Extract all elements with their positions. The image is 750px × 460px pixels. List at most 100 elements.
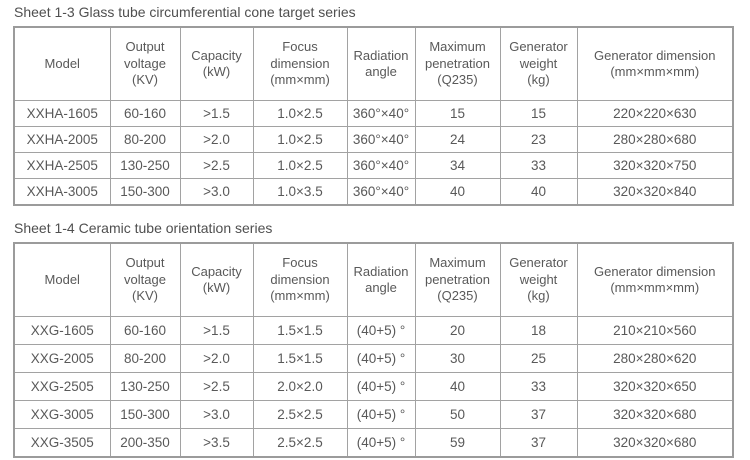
header-line: Radiation [353,263,409,279]
header-row: Model Output voltage (KV) Capacity (kW) Focus d… [13,26,734,101]
sheet-1-3-title: Sheet 1-3 Glass tube circumferential con… [14,4,356,20]
table-cell: 280×280×620 [576,344,734,373]
header-line: dimension [270,55,330,71]
table-row: XXHA-1605 60-160 >1.5 1.0×2.5 360°×40° 15 15 22… [13,100,734,127]
table-cell: (40+5) ° [346,372,416,401]
table-cell: 360°×40° [346,126,416,153]
table-cell: 130-250 [109,152,181,179]
table-cell: 2.5×2.5 [252,400,348,429]
table-cell: 40 [499,178,578,206]
table-cell: 18 [499,316,578,345]
sheet-1-4-table: Model Output voltage (KV) Capacity (kW) Focus d… [13,242,734,458]
table-row: XXHA-3005 150-300 >3.0 1.0×3.5 360°×40° 40 40 3… [13,178,734,206]
table-cell: 280×280×680 [576,126,734,153]
header-line: Output [125,39,165,55]
table-cell: 23 [499,126,578,153]
model-cell: XXG-3005 [13,400,111,429]
table-cell: 40 [414,178,501,206]
header-line: (kg) [527,72,550,88]
header-cell: Focus dimension (mm×mm) [252,242,348,317]
table-cell: >1.5 [179,316,254,345]
header-line: (KV) [132,288,158,304]
model-cell: XXHA-1605 [13,100,111,127]
table-cell: >2.5 [179,372,254,401]
table-cell: 80-200 [109,344,181,373]
header-line: (mm×mm×mm) [610,280,700,295]
table-cell: 80-200 [109,126,181,153]
header-line: Radiation [353,47,409,63]
table-cell: >2.5 [179,152,254,179]
header-cell: Model [13,242,111,317]
table-cell: 33 [499,372,578,401]
table-cell: 15 [414,100,501,127]
table-cell: 360°×40° [346,178,416,206]
table-cell: 360°×40° [346,100,416,127]
table-cell: >2.0 [179,126,254,153]
header-cell: Output voltage (KV) [109,26,181,101]
table-cell: >2.0 [179,344,254,373]
header-line: Maximum [429,255,486,271]
table-row: XXG-2505 130-250 >2.5 2.0×2.0 (40+5) ° 40 33 32… [13,372,734,401]
table-cell: 37 [499,428,578,458]
header-line: (Q235) [437,72,478,88]
table-cell: 320×320×750 [576,152,734,179]
header-line: (Q235) [437,288,478,304]
table-cell: 25 [499,344,578,373]
table-cell: (40+5) ° [346,400,416,429]
table-cell: 34 [414,152,501,179]
table-cell: 1.0×2.5 [252,126,348,153]
model-cell: XXG-3505 [13,428,111,458]
header-cell: Radiation angle [346,242,416,317]
table-cell: 130-250 [109,372,181,401]
table-cell: 2.5×2.5 [252,428,348,458]
header-line: Capacity [191,47,242,63]
header-line: Model [44,271,80,287]
header-cell: Radiation angle [346,26,416,101]
header-cell: Capacity (kW) [179,242,254,317]
table-row: XXG-2005 80-200 >2.0 1.5×1.5 (40+5) ° 30 25 280… [13,344,734,373]
sheet-1-4-title: Sheet 1-4 Ceramic tube orientation serie… [14,220,273,236]
header-cell: Capacity (kW) [179,26,254,101]
header-cell: Maximum penetration (Q235) [414,242,501,317]
table-cell: 320×320×680 [576,428,734,458]
header-line: (mm×mm) [270,288,330,304]
header-row: Model Output voltage (KV) Capacity (kW) Focus d… [13,242,734,317]
header-cell: Generator weight (kg) [499,242,578,317]
model-cell: XXG-2005 [13,344,111,373]
table-cell: 60-160 [109,316,181,345]
model-cell: XXHA-2505 [13,152,111,179]
table-row: XXHA-2505 130-250 >2.5 1.0×2.5 360°×40° 34 33 3… [13,152,734,179]
table-cell: 50 [414,400,501,429]
header-line: Maximum [429,39,486,55]
table-cell: 220×220×630 [576,100,734,127]
header-cell: Focus dimension (mm×mm) [252,26,348,101]
table-cell: 24 [414,126,501,153]
table-cell: 320×320×680 [576,400,734,429]
table-cell: 150-300 [109,400,181,429]
header-cell: Generator dimension (mm×mm×mm) [576,26,734,101]
table-cell: >1.5 [179,100,254,127]
model-cell: XXG-2505 [13,372,111,401]
table-cell: 30 [414,344,501,373]
table-cell: 320×320×840 [576,178,734,206]
header-line: Capacity [191,263,242,279]
table-cell: 150-300 [109,178,181,206]
header-cell: Generator weight (kg) [499,26,578,101]
header-line: penetration [424,271,491,287]
table-cell: (40+5) ° [346,428,416,458]
model-cell: XXHA-2005 [13,126,111,153]
header-line: penetration [424,55,491,71]
table-cell: 1.5×1.5 [252,344,348,373]
header-line: Model [44,55,80,71]
header-cell: Maximum penetration (Q235) [414,26,501,101]
header-line: dimension [270,271,330,287]
table-cell: 1.5×1.5 [252,316,348,345]
table-cell: (40+5) ° [346,344,416,373]
model-cell: XXG-1605 [13,316,111,345]
table-cell: 40 [414,372,501,401]
table-cell: 20 [414,316,501,345]
table-row: XXG-3005 150-300 >3.0 2.5×2.5 (40+5) ° 50 37 32… [13,400,734,429]
header-line: (KV) [132,72,158,88]
header-line: voltage [124,271,166,287]
header-line: (mm×mm×mm) [610,64,700,79]
